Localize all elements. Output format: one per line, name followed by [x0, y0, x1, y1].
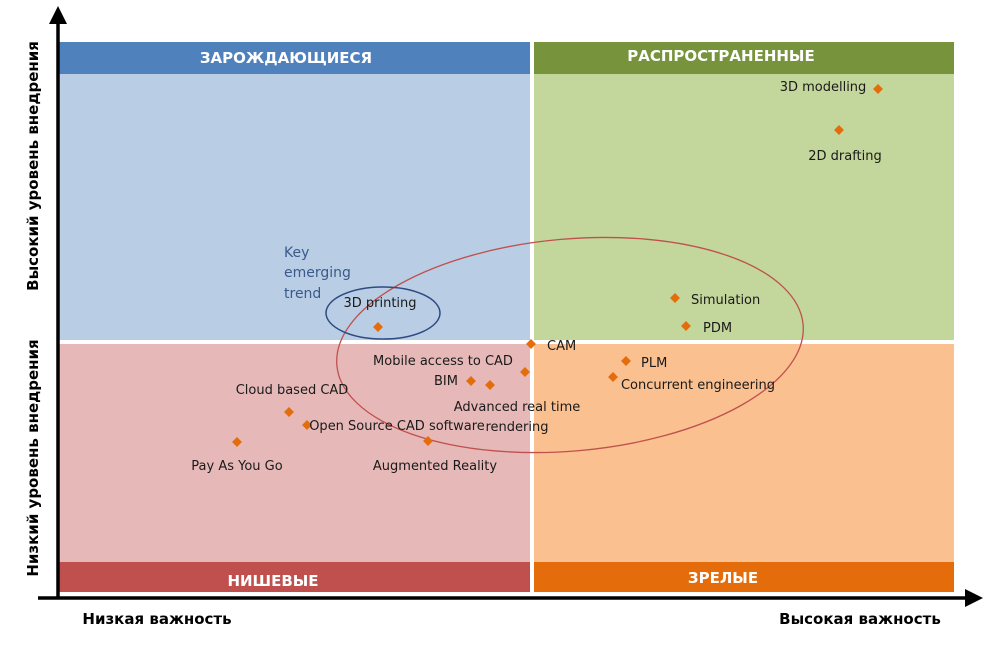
- x-axis-label-high: Высокая важность: [779, 610, 941, 628]
- y-axis-label-high: Высокий уровень внедрения: [24, 41, 42, 291]
- point-label: Advanced real time: [454, 400, 580, 415]
- point-label: CAM: [547, 339, 576, 354]
- point-label: Mobile access to CAD: [373, 354, 513, 369]
- point-marker-augmented-reality: [423, 436, 433, 446]
- point-label: 2D drafting: [808, 149, 882, 164]
- point-label: 3D modelling: [780, 80, 867, 95]
- labels-layer: 3D modelling 2D drafting Simulation PDM …: [191, 80, 881, 474]
- point-label: BIM: [434, 374, 458, 389]
- quadrant-emerging-title: ЗАРОЖДАЮЩИЕСЯ: [200, 49, 372, 67]
- emerging-trend-ellipse: [336, 236, 804, 454]
- y-axis-arrow-icon: [49, 6, 67, 24]
- point-label: 3D printing: [343, 296, 416, 311]
- point-label: PLM: [641, 356, 667, 371]
- point-label: Simulation: [691, 293, 760, 308]
- point-marker-bim: [466, 376, 476, 386]
- quadrant-mature-area: [532, 342, 954, 592]
- point-label: PDM: [703, 321, 732, 336]
- quadrant-widespread-area: [532, 42, 954, 342]
- quadrant-niche-header: [58, 562, 532, 592]
- point-label: Pay As You Go: [191, 459, 282, 474]
- point-marker-3d-printing: [373, 322, 383, 332]
- point-marker-cloud-cad: [284, 407, 294, 417]
- quadrant-mature-title: ЗРЕЛЫЕ: [688, 569, 758, 587]
- annotation-line-2: emerging: [284, 265, 351, 281]
- point-marker-pdm: [681, 321, 691, 331]
- point-label: Open Source CAD software: [309, 419, 485, 434]
- quadrant-niche-title: НИШЕВЫЕ: [227, 572, 318, 590]
- point-marker-open-source-cad: [302, 420, 312, 430]
- point-marker-plm: [621, 356, 631, 366]
- point-marker-cam: [526, 339, 536, 349]
- point-marker-mobile-access: [520, 367, 530, 377]
- point-marker-advanced-rendering: [485, 380, 495, 390]
- annotation-line-3: trend: [284, 286, 321, 302]
- point-label: Cloud based CAD: [236, 383, 349, 398]
- annotation-line-1: Key: [284, 245, 309, 261]
- quadrant-emerging-area: [58, 42, 532, 342]
- point-marker-pay-as-you-go: [232, 437, 242, 447]
- y-axis-label-low: Низкий уровень внедрения: [24, 339, 42, 576]
- points-layer: [232, 84, 883, 447]
- point-marker-simulation: [670, 293, 680, 303]
- quadrant-widespread-title: РАСПРОСТРАНЕННЫЕ: [627, 47, 814, 65]
- point-marker-concurrent-engineering: [608, 372, 618, 382]
- point-marker-2d-drafting: [834, 125, 844, 135]
- point-label: Concurrent engineering: [621, 378, 775, 393]
- quadrant-widespread-header: [532, 42, 954, 74]
- x-axis-label-low: Низкая важность: [82, 610, 231, 628]
- quadrant-mature-header: [532, 562, 954, 592]
- point-label: rendering: [486, 420, 549, 435]
- point-label: Augmented Reality: [373, 459, 497, 474]
- quadrant-emerging-header: [58, 42, 532, 74]
- x-axis-arrow-icon: [965, 589, 983, 607]
- point-marker-3d-modelling: [873, 84, 883, 94]
- key-trend-ellipse: [325, 286, 441, 340]
- quadrant-niche-area: [58, 342, 532, 592]
